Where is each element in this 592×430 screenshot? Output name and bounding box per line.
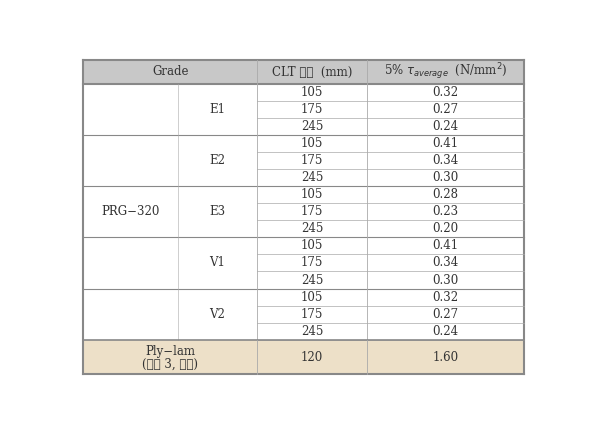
- Text: V1: V1: [210, 256, 226, 270]
- Text: 0.23: 0.23: [432, 206, 459, 218]
- Text: PRG−320: PRG−320: [101, 206, 160, 218]
- Bar: [83, 84, 524, 101]
- Text: Ply−lam: Ply−lam: [145, 344, 195, 358]
- Bar: [83, 322, 524, 340]
- Text: 175: 175: [301, 307, 323, 321]
- Bar: [83, 118, 524, 135]
- Text: 0.28: 0.28: [432, 188, 458, 201]
- Text: 0.27: 0.27: [432, 103, 459, 116]
- Text: 0.30: 0.30: [432, 273, 459, 286]
- Text: 245: 245: [301, 273, 323, 286]
- Text: 0.30: 0.30: [432, 171, 459, 184]
- Text: 0.27: 0.27: [432, 307, 459, 321]
- Text: E3: E3: [210, 206, 226, 218]
- Bar: [83, 186, 524, 203]
- Text: 0.34: 0.34: [432, 154, 459, 167]
- Text: 1.60: 1.60: [432, 350, 459, 363]
- Bar: [83, 169, 524, 186]
- Text: 0.24: 0.24: [432, 325, 459, 338]
- Text: 175: 175: [301, 154, 323, 167]
- Bar: [83, 306, 524, 322]
- Text: V2: V2: [210, 307, 226, 321]
- Text: 120: 120: [301, 350, 323, 363]
- Bar: [83, 220, 524, 237]
- Bar: [83, 340, 524, 375]
- Bar: [83, 60, 524, 84]
- Text: E2: E2: [210, 154, 226, 167]
- Text: 105: 105: [301, 240, 323, 252]
- Bar: [83, 237, 524, 255]
- Text: 105: 105: [301, 291, 323, 304]
- Bar: [83, 152, 524, 169]
- Text: 0.41: 0.41: [432, 240, 459, 252]
- Text: 0.34: 0.34: [432, 256, 459, 270]
- Text: (육안 3, 합판): (육안 3, 합판): [142, 358, 198, 371]
- Bar: [83, 271, 524, 289]
- Text: 0.24: 0.24: [432, 120, 459, 133]
- Text: 105: 105: [301, 137, 323, 150]
- Text: 105: 105: [301, 188, 323, 201]
- Text: 245: 245: [301, 171, 323, 184]
- Bar: [83, 203, 524, 220]
- Text: 175: 175: [301, 256, 323, 270]
- Text: 0.32: 0.32: [432, 86, 459, 99]
- Bar: [83, 289, 524, 306]
- Text: 175: 175: [301, 103, 323, 116]
- Text: Grade: Grade: [152, 65, 188, 78]
- Bar: [83, 255, 524, 271]
- Text: 175: 175: [301, 206, 323, 218]
- Text: 0.41: 0.41: [432, 137, 459, 150]
- Text: 245: 245: [301, 120, 323, 133]
- Text: 0.32: 0.32: [432, 291, 459, 304]
- Text: E1: E1: [210, 103, 226, 116]
- Bar: [83, 101, 524, 118]
- Bar: [83, 135, 524, 152]
- Text: 245: 245: [301, 222, 323, 235]
- Text: 245: 245: [301, 325, 323, 338]
- Text: 5% $\tau_{average}$  (N/mm$^2$): 5% $\tau_{average}$ (N/mm$^2$): [384, 61, 507, 82]
- Text: 0.20: 0.20: [432, 222, 459, 235]
- Text: CLT 두께  (mm): CLT 두께 (mm): [272, 65, 352, 78]
- Text: 105: 105: [301, 86, 323, 99]
